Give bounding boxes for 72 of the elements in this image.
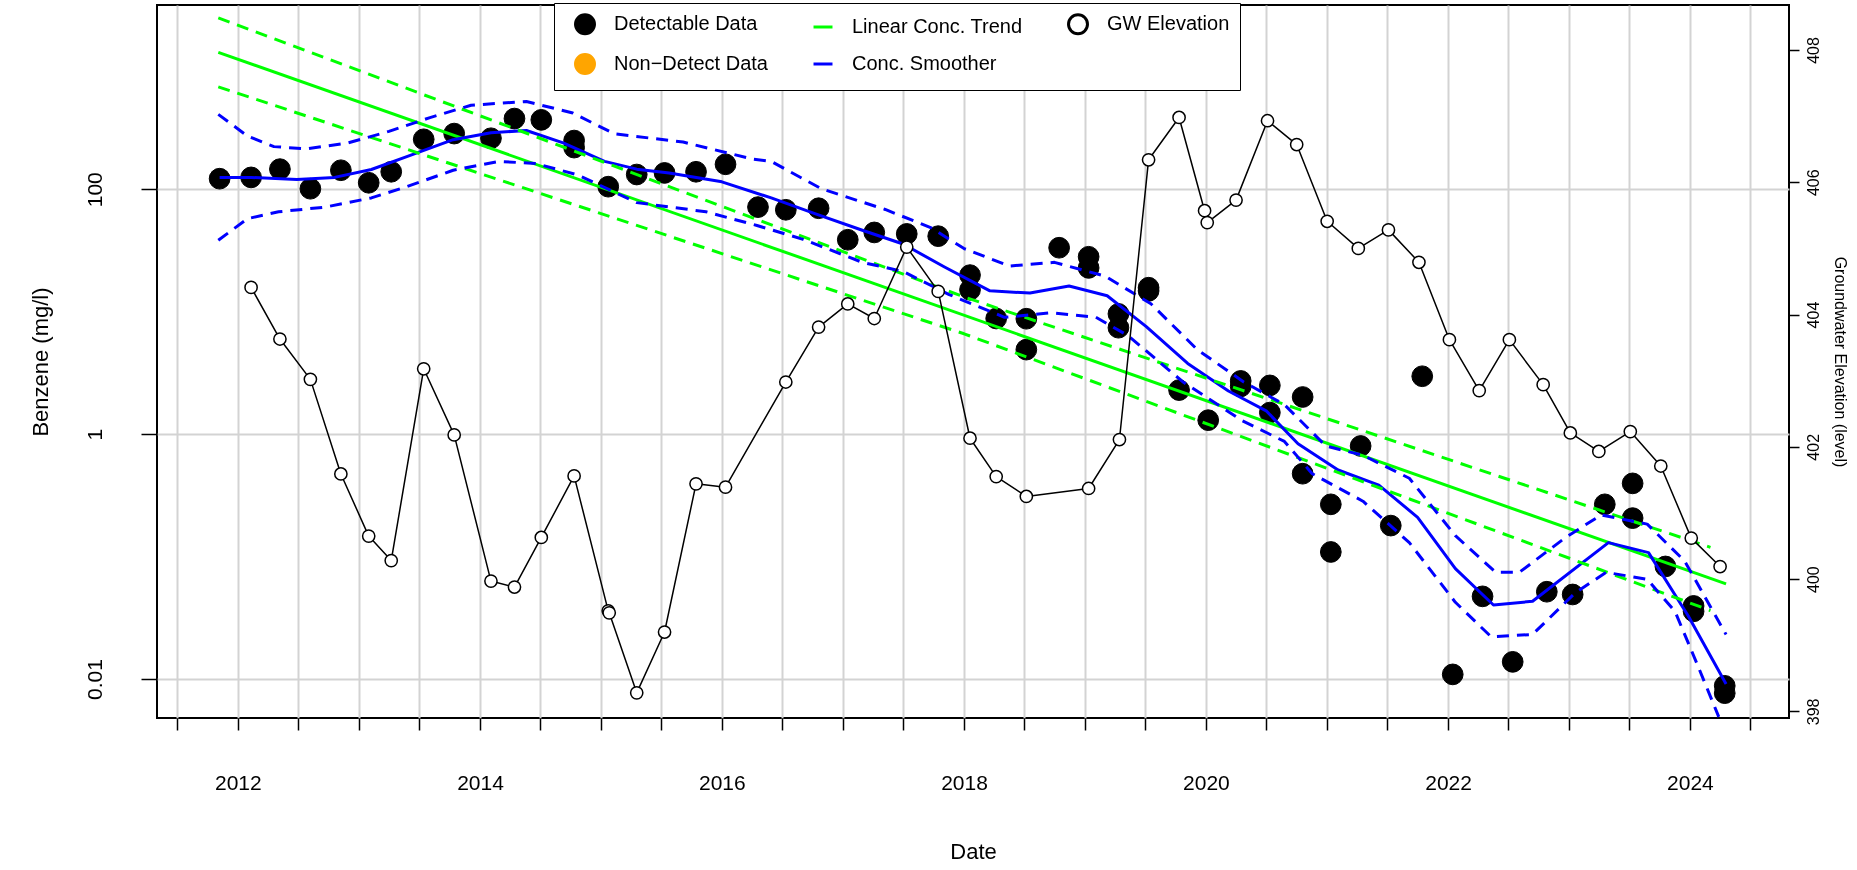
point xyxy=(1320,214,1335,229)
y2-tick-label: 402 xyxy=(1804,433,1822,461)
point xyxy=(447,428,462,442)
point xyxy=(1412,255,1426,270)
y2-tick-label: 400 xyxy=(1804,566,1822,593)
point xyxy=(1502,332,1517,347)
point xyxy=(899,240,914,254)
point xyxy=(361,529,376,543)
point xyxy=(1472,383,1487,398)
y2-axis-title: Groundwater Elevation (level) xyxy=(1831,256,1849,468)
point xyxy=(718,480,733,495)
point xyxy=(1351,241,1366,256)
point xyxy=(303,372,318,387)
y-axis-title: Benzene (mg/l) xyxy=(27,287,53,437)
point xyxy=(1112,432,1127,447)
point xyxy=(657,625,672,639)
point xyxy=(1591,444,1606,459)
point xyxy=(384,553,399,568)
point xyxy=(1172,110,1186,125)
x-tick-label: 2020 xyxy=(1183,770,1230,794)
point xyxy=(1536,377,1551,392)
point xyxy=(778,375,793,389)
point xyxy=(840,297,855,311)
point xyxy=(567,469,581,483)
point xyxy=(484,574,498,588)
x-tick-label: 2012 xyxy=(214,770,262,794)
legend-label: Non−Detect Data xyxy=(614,52,769,74)
point xyxy=(273,332,287,346)
legend-label: GW Elevation xyxy=(1107,12,1230,35)
point xyxy=(1141,152,1156,167)
point xyxy=(1684,531,1699,545)
point xyxy=(1713,559,1727,574)
point xyxy=(811,320,826,334)
x-tick-label: 2022 xyxy=(1425,770,1472,794)
legend-label: Linear Conc. Trend xyxy=(852,15,1023,37)
point xyxy=(1623,424,1638,439)
y-tick-label: 1 xyxy=(82,428,106,441)
y2-tick-label: 408 xyxy=(1804,37,1822,64)
point xyxy=(1381,223,1396,237)
point xyxy=(689,477,703,491)
point xyxy=(1200,215,1215,230)
point xyxy=(416,361,431,376)
point xyxy=(334,467,348,481)
point xyxy=(989,469,1004,484)
y2-tick-label: 398 xyxy=(1804,698,1822,726)
x-tick-label: 2018 xyxy=(941,770,988,794)
legend-label: Conc. Smoother xyxy=(852,52,997,74)
x-axis-title: Date xyxy=(950,838,997,864)
point xyxy=(1653,459,1668,473)
y-tick-label: 100 xyxy=(82,172,106,208)
point xyxy=(1197,203,1212,218)
point xyxy=(629,686,644,700)
point xyxy=(963,431,977,446)
point xyxy=(1442,332,1457,347)
y-tick-label: 0.01 xyxy=(82,659,106,700)
legend-label: Detectable Data xyxy=(614,12,759,35)
y2-tick-label: 406 xyxy=(1804,169,1822,197)
point xyxy=(244,280,258,295)
point xyxy=(1563,426,1578,440)
x-tick-label: 2024 xyxy=(1667,770,1715,794)
point xyxy=(931,284,946,299)
point xyxy=(534,530,549,545)
x-tick-label: 2014 xyxy=(457,770,505,794)
point xyxy=(1289,137,1304,152)
point xyxy=(1019,489,1034,504)
point xyxy=(507,580,522,594)
point xyxy=(1260,113,1275,128)
point xyxy=(1081,481,1096,496)
point xyxy=(867,311,882,326)
y2-tick-label: 404 xyxy=(1804,301,1822,329)
point xyxy=(1229,193,1243,207)
x-tick-label: 2016 xyxy=(699,770,746,794)
